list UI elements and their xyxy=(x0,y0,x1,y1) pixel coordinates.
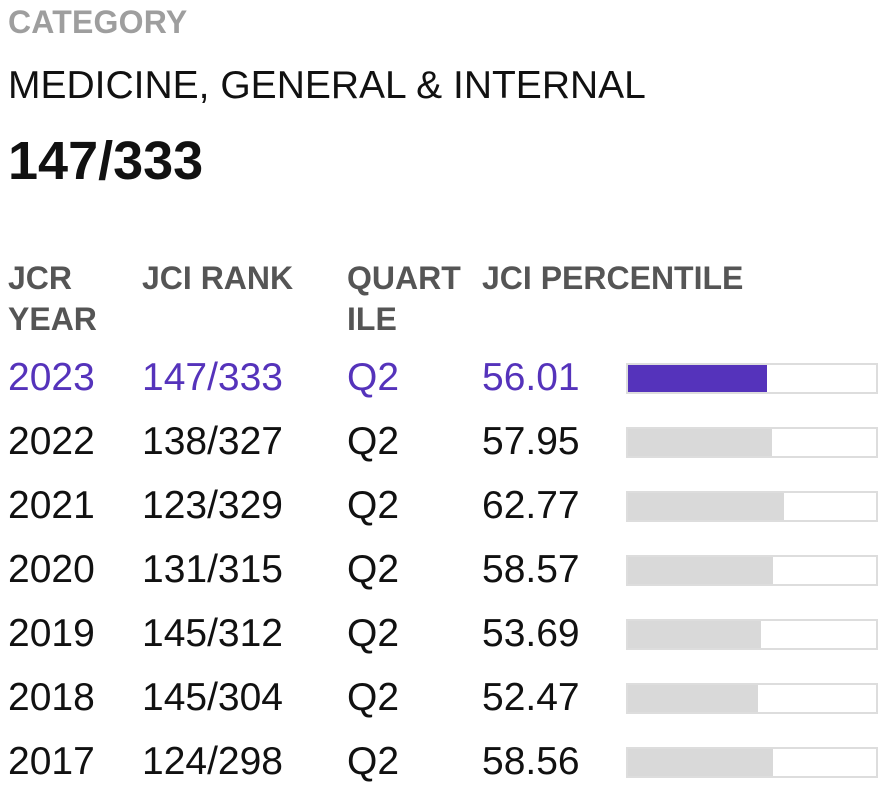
row-year: 2019 xyxy=(8,612,95,655)
row-percentile: 62.77 xyxy=(482,484,580,527)
category-rank: 147/333 xyxy=(8,131,204,191)
percentile-bar-fill xyxy=(628,685,759,712)
row-percentile: 56.01 xyxy=(482,356,580,399)
row-quartile: Q2 xyxy=(347,548,400,591)
table-row: 2022 138/327 Q2 57.95 xyxy=(0,412,888,472)
row-percentile: 58.56 xyxy=(482,740,580,783)
table-row: 2021 123/329 Q2 62.77 xyxy=(0,476,888,536)
row-percentile: 53.69 xyxy=(482,612,580,655)
percentile-bar-fill xyxy=(628,429,772,456)
category-name: MEDICINE, GENERAL & INTERNAL xyxy=(8,64,646,107)
row-rank: 124/298 xyxy=(142,740,283,783)
table-row: 2020 131/315 Q2 58.57 xyxy=(0,540,888,600)
row-year: 2018 xyxy=(8,676,95,719)
header-jcr-year: JCR YEAR xyxy=(8,260,97,337)
table-row: 2018 145/304 Q2 52.47 xyxy=(0,668,888,728)
percentile-bar xyxy=(626,363,878,394)
row-quartile: Q2 xyxy=(347,612,400,655)
row-rank: 131/315 xyxy=(142,548,283,591)
row-rank: 145/312 xyxy=(142,612,283,655)
percentile-bar-fill xyxy=(628,557,774,584)
row-year: 2017 xyxy=(8,740,95,783)
percentile-bar xyxy=(626,683,878,714)
row-year: 2023 xyxy=(8,356,95,399)
row-year: 2020 xyxy=(8,548,95,591)
row-percentile: 57.95 xyxy=(482,420,580,463)
table-row: 2023 147/333 Q2 56.01 xyxy=(0,348,888,408)
header-quartile: QUART ILE xyxy=(347,260,461,337)
percentile-bar xyxy=(626,747,878,778)
row-rank: 138/327 xyxy=(142,420,283,463)
row-quartile: Q2 xyxy=(347,676,400,719)
row-percentile: 58.57 xyxy=(482,548,580,591)
row-percentile: 52.47 xyxy=(482,676,580,719)
percentile-bar xyxy=(626,619,878,650)
table-row: 2017 124/298 Q2 58.56 xyxy=(0,732,888,792)
header-jci-percentile: JCI PERCENTILE xyxy=(482,260,744,296)
row-year: 2022 xyxy=(8,420,95,463)
header-jci-rank: JCI RANK xyxy=(142,260,294,296)
row-quartile: Q2 xyxy=(347,740,400,783)
percentile-bar xyxy=(626,491,878,522)
percentile-bar xyxy=(626,555,878,586)
row-rank: 147/333 xyxy=(142,356,283,399)
percentile-bar-fill xyxy=(628,621,762,648)
category-label: CATEGORY xyxy=(8,4,188,40)
row-quartile: Q2 xyxy=(347,420,400,463)
table-row: 2019 145/312 Q2 53.69 xyxy=(0,604,888,664)
percentile-bar-fill xyxy=(628,365,767,392)
row-rank: 145/304 xyxy=(142,676,283,719)
row-year: 2021 xyxy=(8,484,95,527)
percentile-bar xyxy=(626,427,878,458)
row-quartile: Q2 xyxy=(347,484,400,527)
row-rank: 123/329 xyxy=(142,484,283,527)
percentile-bar-fill xyxy=(628,493,784,520)
percentile-bar-fill xyxy=(628,749,774,776)
row-quartile: Q2 xyxy=(347,356,400,399)
